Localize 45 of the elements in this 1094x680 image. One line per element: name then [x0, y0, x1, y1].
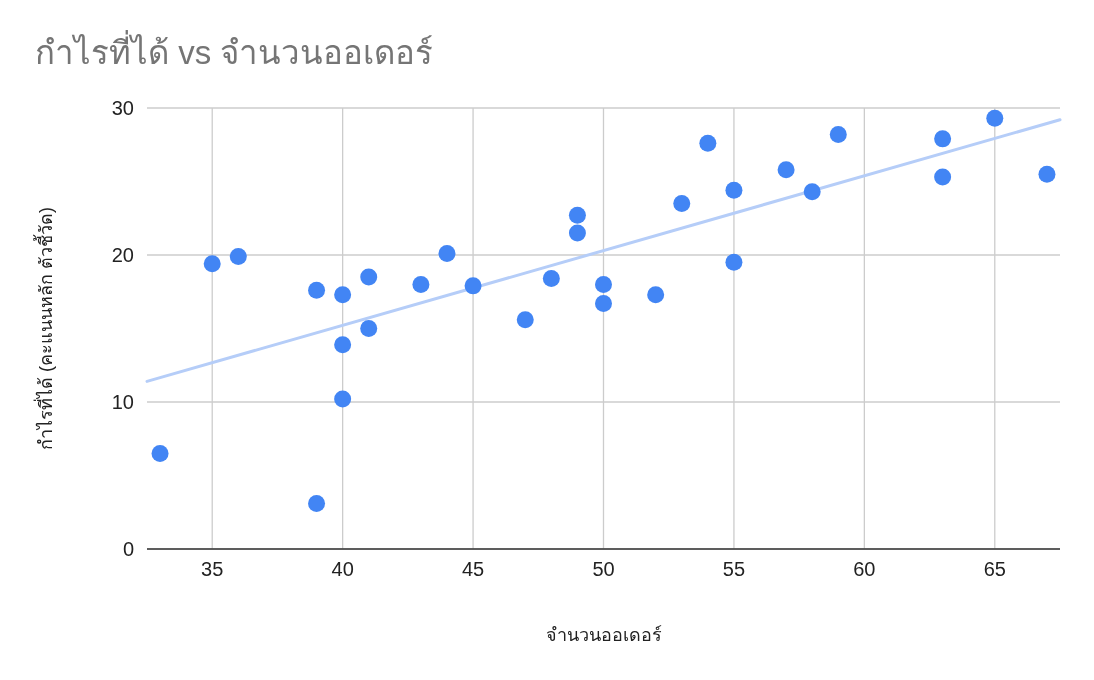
point	[516, 311, 534, 329]
point	[568, 206, 586, 224]
point	[595, 295, 612, 313]
x-tick-label: 35	[201, 558, 224, 580]
point	[829, 125, 847, 143]
point	[568, 224, 586, 242]
y-tick-label: 0	[122, 538, 134, 560]
point	[542, 270, 560, 288]
point	[308, 494, 326, 512]
point	[334, 336, 352, 354]
y-tick-label: 10	[111, 391, 134, 413]
point	[334, 286, 352, 304]
point	[673, 195, 691, 213]
x-tick-label: 60	[853, 558, 876, 580]
point	[151, 444, 169, 462]
point	[203, 255, 221, 273]
point	[777, 161, 795, 179]
point	[308, 281, 326, 299]
point	[464, 277, 482, 295]
y-axis-title: กำไรที่ได้ (คะแนนหลัก ตัวชี้วัด)	[33, 207, 56, 450]
y-tick-label: 20	[111, 244, 134, 266]
x-tick-label: 50	[592, 558, 615, 580]
chart-title: กำไรที่ได้ vs จำนวนออเดอร์	[35, 30, 434, 71]
point	[1038, 165, 1056, 183]
point	[360, 268, 378, 286]
x-axis-title: จำนวนออเดอร์	[545, 625, 662, 645]
point	[986, 109, 1004, 127]
point	[438, 245, 456, 263]
point	[803, 183, 821, 201]
x-tick-label: 40	[331, 558, 354, 580]
point	[334, 390, 352, 408]
point	[360, 320, 378, 337]
y-tick-label: 30	[111, 97, 134, 119]
point	[934, 168, 952, 186]
point	[699, 134, 717, 152]
point	[725, 181, 743, 199]
point	[229, 247, 247, 265]
point	[595, 275, 612, 293]
point	[934, 130, 952, 148]
x-tick-label: 55	[722, 558, 746, 580]
point	[725, 253, 743, 271]
x-tick-label: 65	[983, 558, 1006, 580]
point	[412, 275, 430, 293]
x-tick-label: 45	[461, 558, 485, 580]
point	[647, 286, 665, 304]
